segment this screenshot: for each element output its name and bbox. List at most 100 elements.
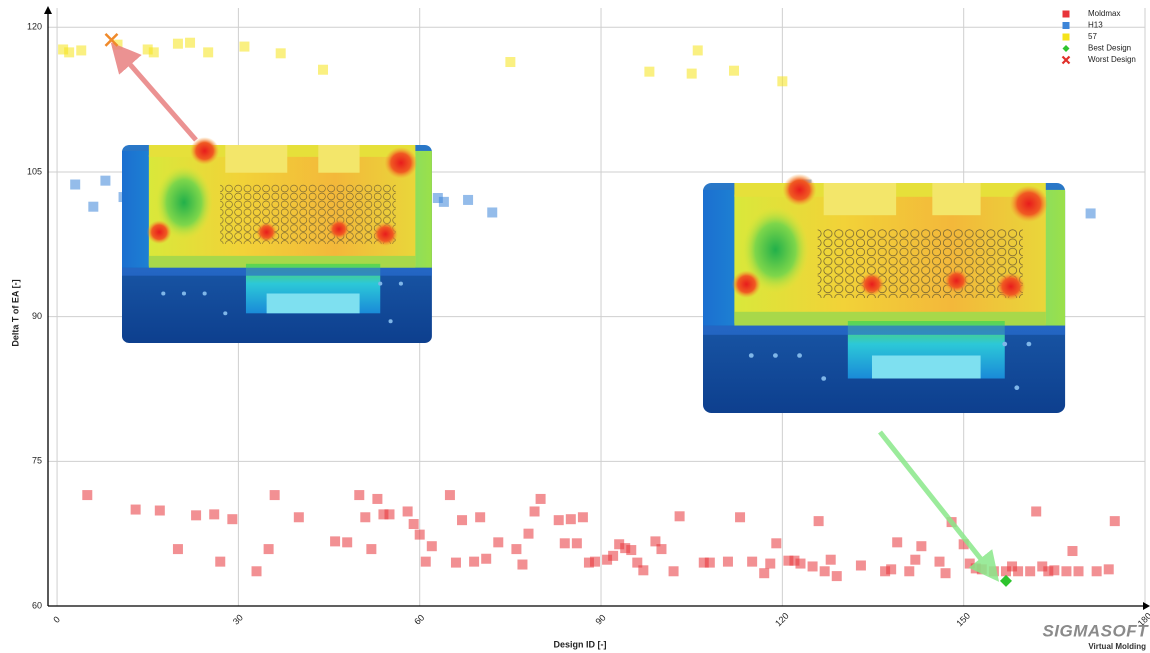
point	[251, 566, 262, 577]
point	[1067, 546, 1078, 557]
y-tick-label: 90	[32, 311, 42, 321]
point	[148, 47, 159, 58]
point	[172, 544, 183, 555]
point	[463, 194, 474, 205]
point	[904, 566, 915, 577]
point	[819, 566, 830, 577]
y-tick-label: 60	[32, 600, 42, 610]
point	[293, 512, 304, 523]
point	[457, 515, 468, 526]
x-tick-label: 0	[51, 614, 62, 625]
point	[813, 516, 824, 527]
point	[1073, 566, 1084, 577]
point	[517, 559, 528, 570]
point	[372, 493, 383, 504]
worst-arrow	[110, 42, 198, 142]
point	[686, 68, 697, 79]
legend-label: 57	[1088, 32, 1097, 41]
point	[354, 490, 365, 501]
point	[82, 490, 93, 501]
point	[342, 537, 353, 548]
point	[1025, 566, 1036, 577]
point	[704, 557, 715, 568]
heatmap-worst	[122, 137, 432, 343]
x-axis-title: Design ID [-]	[554, 639, 607, 649]
legend: Moldmax H13 57 Best Design Worst Design	[1061, 9, 1136, 65]
point	[638, 565, 649, 576]
point	[831, 571, 842, 582]
point	[469, 556, 480, 567]
point	[104, 32, 119, 47]
x-marker	[1061, 55, 1071, 65]
point	[650, 536, 661, 547]
y-tick-label: 105	[27, 166, 42, 176]
point	[1085, 208, 1096, 219]
x-tick-label: 30	[231, 612, 245, 626]
point	[722, 556, 733, 567]
point	[958, 539, 969, 550]
legend-label: Worst Design	[1088, 55, 1136, 64]
point	[414, 529, 425, 540]
point	[529, 506, 540, 517]
point	[559, 538, 570, 549]
point	[1031, 506, 1042, 517]
x-tick-label: 120	[773, 611, 791, 629]
simulation-images	[110, 42, 1066, 582]
point	[209, 509, 220, 520]
point	[747, 556, 758, 567]
point	[632, 557, 643, 568]
point	[729, 65, 740, 76]
y-axis-arrow	[44, 6, 52, 14]
point	[1103, 564, 1114, 575]
point	[1043, 566, 1054, 577]
point	[360, 512, 371, 523]
point	[589, 556, 600, 567]
point	[432, 193, 443, 204]
point	[765, 558, 776, 569]
point	[384, 509, 395, 520]
point	[880, 566, 891, 577]
point	[76, 45, 87, 56]
point	[608, 550, 619, 561]
point	[892, 537, 903, 548]
point	[378, 509, 389, 520]
point	[269, 490, 280, 501]
point	[438, 196, 449, 207]
point	[759, 568, 770, 579]
legend-label: Moldmax	[1088, 9, 1120, 18]
logo-name: SIGMASOFT	[1042, 621, 1149, 640]
y-tick-label: 120	[27, 22, 42, 32]
point	[692, 45, 703, 56]
point	[1091, 566, 1102, 577]
point	[674, 511, 685, 522]
x-tick-label: 90	[594, 612, 608, 626]
point	[1049, 565, 1060, 576]
point	[1013, 566, 1024, 577]
point	[783, 555, 794, 566]
point	[999, 574, 1012, 587]
point	[88, 201, 99, 212]
point	[916, 541, 927, 552]
point	[1037, 561, 1048, 572]
point	[940, 568, 951, 579]
point	[577, 512, 588, 523]
point	[408, 519, 419, 530]
point	[487, 207, 498, 218]
point	[505, 57, 516, 68]
point	[1000, 566, 1011, 577]
point	[886, 564, 897, 575]
point	[583, 557, 594, 568]
point	[910, 554, 921, 565]
point	[203, 47, 214, 58]
square-marker	[1062, 33, 1070, 41]
point	[934, 556, 945, 567]
point	[825, 554, 836, 565]
point	[795, 558, 806, 569]
point	[366, 544, 377, 555]
point	[789, 555, 800, 566]
point	[444, 490, 455, 501]
point	[553, 515, 564, 526]
legend-label: Best Design	[1088, 44, 1131, 53]
point	[656, 544, 667, 555]
